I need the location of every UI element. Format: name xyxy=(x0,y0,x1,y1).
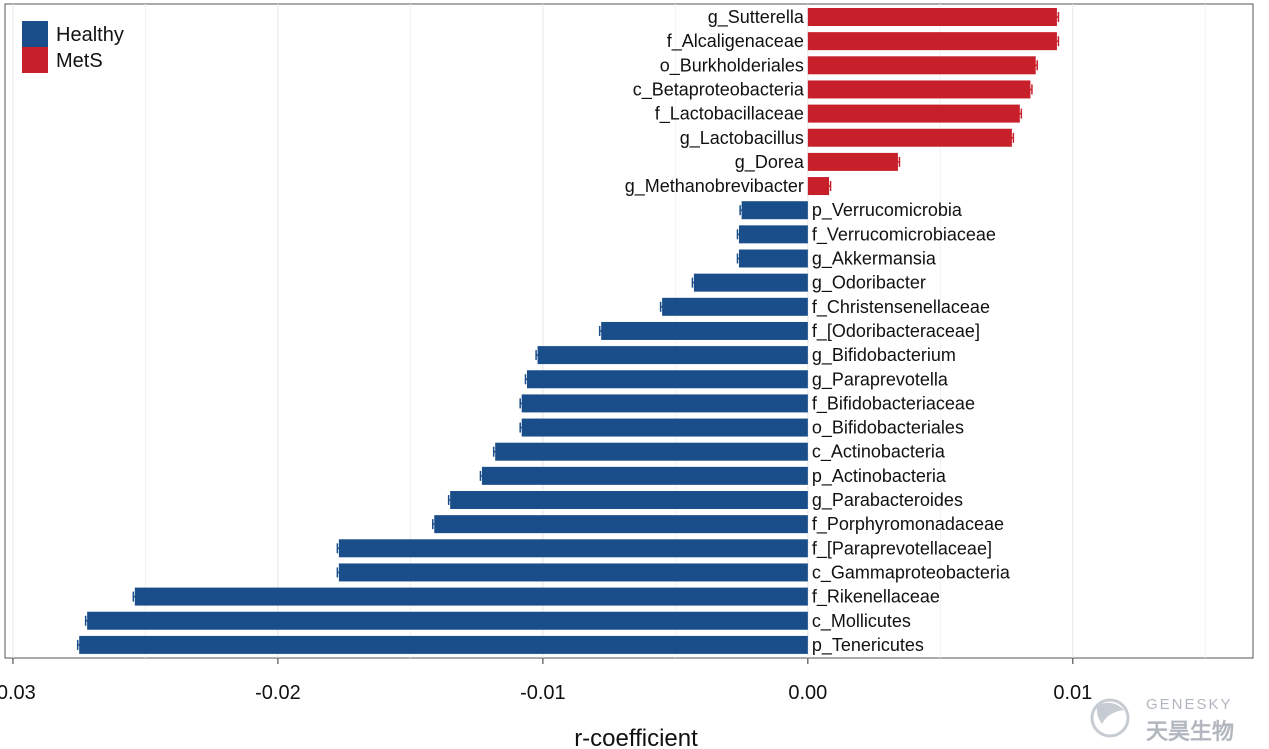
bar xyxy=(807,32,1057,51)
category-label: c_Mollicutes xyxy=(812,611,911,632)
x-axis-title: r-coefficient xyxy=(574,725,698,749)
legend-swatch xyxy=(22,47,48,73)
category-label: c_Gammaproteobacteria xyxy=(812,562,1011,583)
bar xyxy=(79,635,808,654)
bar xyxy=(521,418,808,437)
legend-label: MetS xyxy=(56,50,103,72)
bar xyxy=(434,515,808,534)
category-label: g_Sutterella xyxy=(708,7,805,28)
category-label: g_Parabacteroides xyxy=(812,490,963,511)
bar xyxy=(526,370,808,389)
bar xyxy=(481,466,808,485)
genesky-logo-icon xyxy=(1090,698,1130,738)
bars xyxy=(76,8,1060,654)
category-label: f_Alcaligenaceae xyxy=(667,31,804,52)
bar xyxy=(450,491,808,509)
category-label: f_Lactobacillaceae xyxy=(655,104,804,125)
bar xyxy=(807,80,1031,99)
bar xyxy=(807,177,830,196)
x-tick-label: 0.01 xyxy=(1053,682,1092,704)
category-label: f_Porphyromonadaceae xyxy=(812,514,1004,535)
category-label: f_[Paraprevotellaceae] xyxy=(812,538,992,559)
watermark-brand-cn: 天昊生物 xyxy=(1146,719,1234,745)
bar xyxy=(338,539,808,558)
bar xyxy=(807,128,1012,147)
x-tick-label: -0.02 xyxy=(255,682,301,704)
category-label: f_Rikenellaceae xyxy=(812,587,940,608)
bar xyxy=(601,321,808,340)
category-label: g_Akkermansia xyxy=(812,249,937,270)
bar xyxy=(338,563,808,582)
category-label: g_Dorea xyxy=(735,152,805,173)
bar xyxy=(738,225,808,244)
category-label: f_Bifidobacteriaceae xyxy=(812,393,975,414)
bar xyxy=(495,442,808,461)
bar xyxy=(521,394,808,413)
category-label: g_Bifidobacterium xyxy=(812,345,956,366)
x-tick-label: -0.03 xyxy=(0,682,36,704)
legend: Healthy MetS xyxy=(22,21,124,73)
bar xyxy=(738,249,808,268)
bar xyxy=(807,8,1057,26)
category-labels: g_Sutterella f_Alcaligenaceae o_Burkholder… xyxy=(625,7,1011,656)
bar xyxy=(693,273,808,292)
bar xyxy=(807,152,898,171)
category-label: g_Lactobacillus xyxy=(680,128,804,149)
x-tick-label: -0.01 xyxy=(520,682,566,704)
category-label: p_Verrucomicrobia xyxy=(812,200,963,221)
category-label: o_Burkholderiales xyxy=(660,55,804,76)
category-label: o_Bifidobacteriales xyxy=(812,418,964,439)
x-tick-label: 0.00 xyxy=(788,682,827,704)
watermark: GENESKY 天昊生物 xyxy=(1090,696,1234,745)
watermark-brand-en: GENESKY xyxy=(1146,696,1233,713)
bar xyxy=(662,297,808,316)
legend-label: Healthy xyxy=(56,24,124,46)
bar xyxy=(807,104,1020,123)
bar xyxy=(741,201,808,220)
legend-swatch xyxy=(22,21,48,47)
category-label: c_Betaproteobacteria xyxy=(633,79,805,100)
category-label: c_Actinobacteria xyxy=(812,442,946,463)
bar xyxy=(807,56,1036,75)
category-label: f_Christensenellaceae xyxy=(812,297,990,318)
bar xyxy=(87,611,808,630)
category-label: f_Verrucomicrobiaceae xyxy=(812,224,996,245)
x-axis: -0.03 -0.02 -0.01 0.00 0.01 xyxy=(0,658,1092,704)
category-label: p_Actinobacteria xyxy=(812,466,947,487)
category-label: g_Methanobrevibacter xyxy=(625,176,804,197)
category-label: g_Paraprevotella xyxy=(812,369,949,390)
category-label: p_Tenericutes xyxy=(812,635,924,656)
bar xyxy=(537,346,808,365)
category-label: f_[Odoribacteraceae] xyxy=(812,321,980,342)
bar xyxy=(134,587,808,606)
category-label: g_Odoribacter xyxy=(812,273,926,294)
